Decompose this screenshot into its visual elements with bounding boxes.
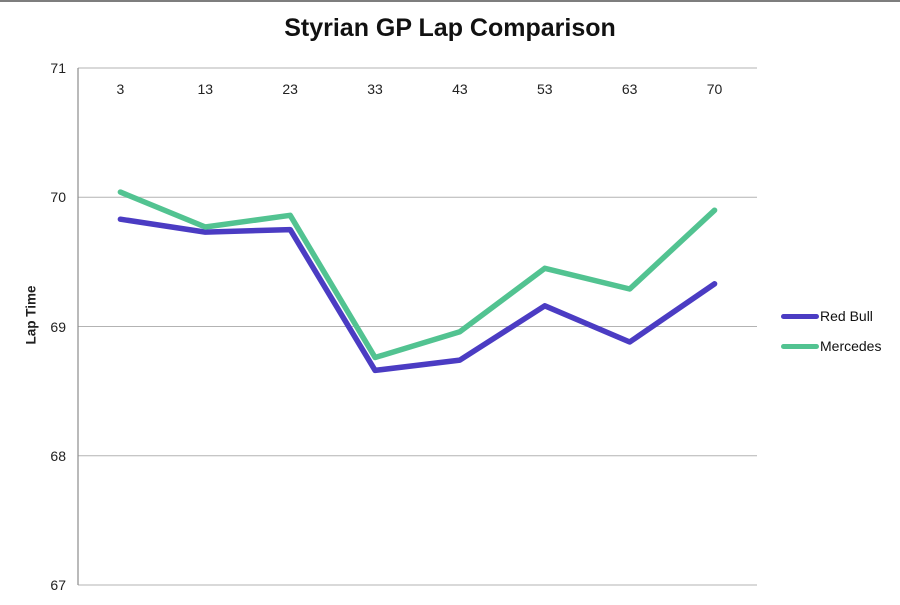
y-tick-label: 71 [50, 60, 66, 76]
y-tick-label: 68 [50, 447, 66, 464]
series-line-mercedes [117, 189, 718, 361]
x-tick-label: 23 [282, 81, 298, 97]
y-tick-label: 69 [50, 318, 66, 335]
x-tick-label: 43 [452, 81, 468, 97]
x-tick-label: 63 [621, 81, 638, 97]
y-axis-tick-labels: 71 70 69 68 67 [0, 0, 72, 605]
legend: Red Bull Mercedes [781, 301, 881, 361]
legend-item-mercedes: Mercedes [781, 331, 881, 361]
legend-swatch [781, 343, 819, 349]
plot-area: 3 13 23 33 43 53 63 70 [77, 67, 757, 586]
x-tick-label: 13 [197, 81, 214, 97]
x-tick-label: 53 [537, 81, 553, 97]
window-top-edge [0, 0, 900, 2]
legend-item-red-bull: Red Bull [781, 301, 881, 331]
legend-label: Mercedes [820, 338, 882, 354]
x-tick-label: 33 [367, 81, 383, 97]
y-tick-label: 67 [50, 577, 66, 593]
chart-canvas [77, 67, 757, 586]
x-tick-label: 70 [706, 81, 723, 97]
chart-title: Styrian GP Lap Comparison [284, 14, 616, 42]
legend-swatch [781, 313, 819, 319]
x-tick-label: 3 [116, 81, 125, 97]
series-line-red-bull [117, 216, 718, 374]
legend-label: Red Bull [820, 308, 873, 324]
y-tick-label: 70 [50, 189, 66, 206]
